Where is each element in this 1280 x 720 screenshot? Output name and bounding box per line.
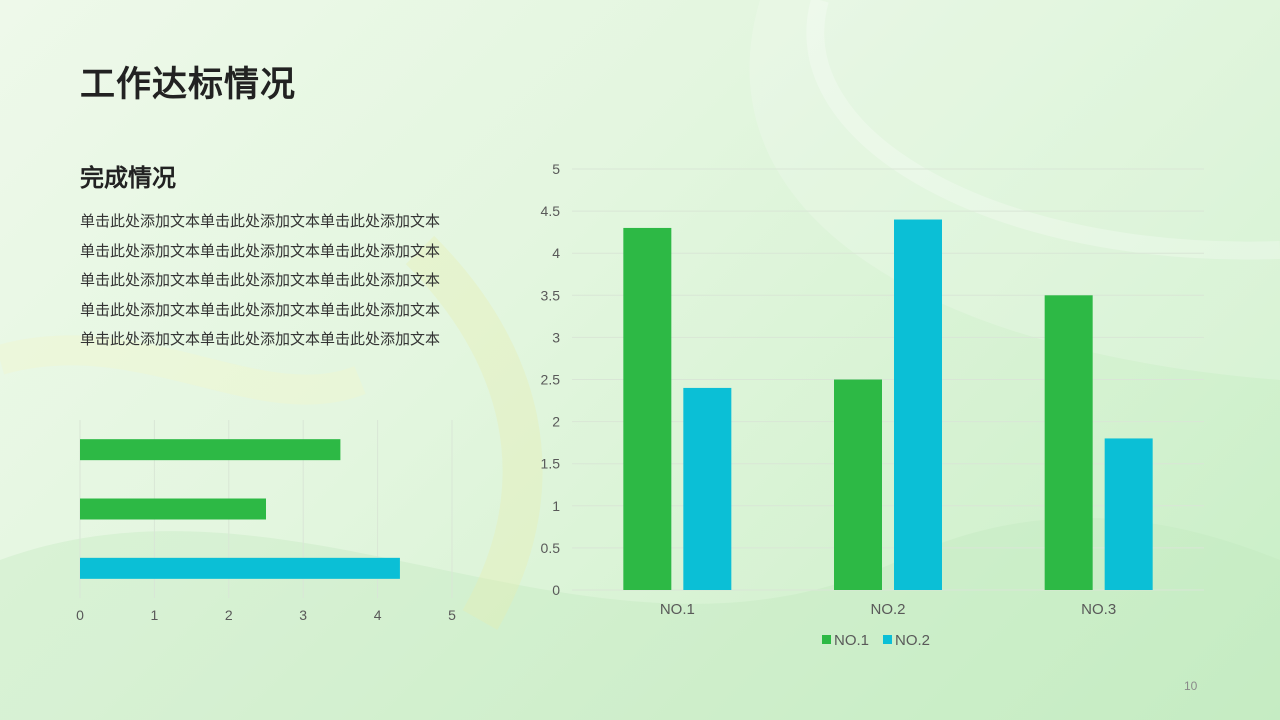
y-tick-label: 3.5 [541,287,561,303]
y-tick-label: 1 [552,498,560,514]
bar [80,557,400,579]
bar [683,387,732,590]
x-category-label: NO.3 [1081,601,1116,618]
x-tick-label: 0 [76,607,84,623]
x-tick-label: 5 [448,607,456,623]
y-tick-label: 1.5 [541,456,561,472]
y-tick-label: 4.5 [541,203,561,219]
legend-swatch [883,635,892,644]
bar [80,439,341,461]
x-tick-label: 3 [299,607,307,623]
y-tick-label: 0 [552,582,560,598]
bar [1104,438,1153,590]
bar [1044,295,1093,590]
bar [80,498,266,520]
y-tick-label: 0.5 [541,540,561,556]
bar [894,219,942,590]
x-tick-label: 1 [151,607,159,623]
x-tick-label: 2 [225,607,233,623]
legend-swatch [822,635,831,644]
x-tick-label: 4 [374,607,382,623]
legend-label: NO.2 [895,632,930,649]
y-tick-label: 2.5 [541,372,561,388]
y-tick-label: 4 [552,245,560,261]
page-number: 10 [1184,679,1198,693]
y-tick-label: 3 [552,329,560,345]
bar [623,227,672,590]
y-tick-label: 5 [552,161,560,177]
y-tick-label: 2 [552,414,560,430]
bar [834,379,882,590]
slide-title: 工作达标情况 [80,65,297,105]
legend-label: NO.1 [834,632,869,649]
body-text: 单击此处添加文本单击此处添加文本单击此处添加文本单击此处添加文本单击此处添加文本… [80,212,441,348]
x-category-label: NO.1 [660,601,695,618]
x-category-label: NO.2 [870,601,905,618]
section-subtitle: 完成情况 [80,164,176,192]
